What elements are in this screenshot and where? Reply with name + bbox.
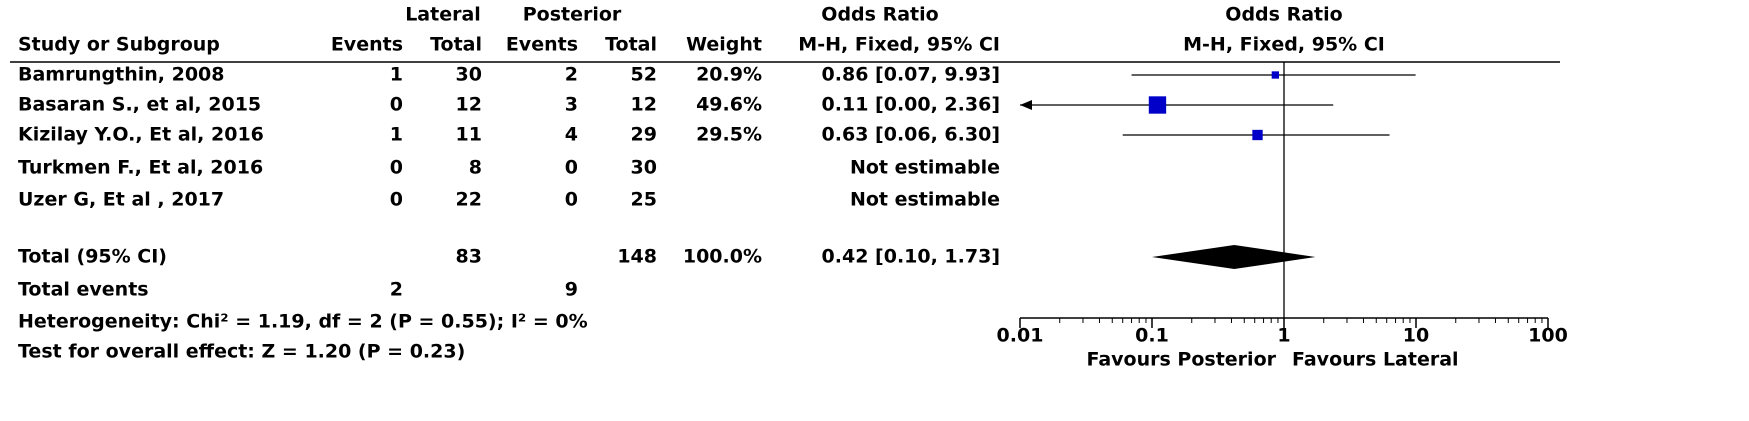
x-tick-label: 100 bbox=[1528, 325, 1568, 347]
study-name: Uzer G, Et al , 2017 bbox=[18, 189, 224, 211]
cell: 11 bbox=[456, 124, 482, 146]
x-tick-label: 0.01 bbox=[997, 325, 1044, 347]
header: Total bbox=[605, 34, 657, 56]
cell: 9 bbox=[565, 279, 578, 301]
cell: 0 bbox=[565, 157, 578, 179]
cell: 0 bbox=[390, 94, 403, 116]
cell: 30 bbox=[631, 157, 657, 179]
study-name: Basaran S., et al, 2015 bbox=[18, 94, 261, 116]
header: Events bbox=[506, 34, 578, 56]
cell: 2 bbox=[390, 279, 403, 301]
cell: 49.6% bbox=[696, 94, 762, 116]
header: M-H, Fixed, 95% CI bbox=[798, 34, 1000, 56]
study-square bbox=[1271, 71, 1280, 79]
cell: 1 bbox=[390, 64, 403, 86]
total-name: Total (95% CI) bbox=[18, 246, 167, 268]
cell: 83 bbox=[456, 246, 482, 268]
heterogeneity: Heterogeneity: Chi² = 1.19, df = 2 (P = … bbox=[18, 311, 588, 333]
total-events-name: Total events bbox=[18, 279, 149, 301]
header: M-H, Fixed, 95% CI bbox=[1183, 34, 1385, 56]
header-group: Odds Ratio bbox=[821, 4, 938, 26]
cell: 4 bbox=[565, 124, 578, 146]
study-name: Turkmen F., Et al, 2016 bbox=[18, 157, 263, 179]
cell: 25 bbox=[631, 189, 657, 211]
cell: Not estimable bbox=[850, 189, 1000, 211]
x-tick-label: 0.1 bbox=[1135, 325, 1169, 347]
cell: 0.11 [0.00, 2.36] bbox=[822, 94, 1000, 116]
x-tick-label: 10 bbox=[1403, 325, 1429, 347]
ci-arrow bbox=[1020, 100, 1032, 110]
cell: 12 bbox=[631, 94, 657, 116]
cell: 0.63 [0.06, 6.30] bbox=[822, 124, 1000, 146]
overall-effect: Test for overall effect: Z = 1.20 (P = 0… bbox=[18, 341, 465, 363]
study-square bbox=[1252, 129, 1263, 141]
study-name: Bamrungthin, 2008 bbox=[18, 64, 225, 86]
header: Total bbox=[430, 34, 482, 56]
cell: 0 bbox=[390, 157, 403, 179]
cell: 30 bbox=[456, 64, 482, 86]
header-group: Posterior bbox=[523, 4, 622, 26]
header-group: Lateral bbox=[405, 4, 481, 26]
header: Events bbox=[331, 34, 403, 56]
study-name: Kizilay Y.O., Et al, 2016 bbox=[18, 124, 264, 146]
cell: 2 bbox=[565, 64, 578, 86]
header: Weight bbox=[686, 34, 762, 56]
cell: 0.42 [0.10, 1.73] bbox=[822, 246, 1000, 268]
cell: 52 bbox=[631, 64, 657, 86]
cell: 29 bbox=[631, 124, 657, 146]
cell: 8 bbox=[469, 157, 482, 179]
cell: 100.0% bbox=[683, 246, 762, 268]
cell: 0 bbox=[390, 189, 403, 211]
cell: 1 bbox=[390, 124, 403, 146]
cell: 0 bbox=[565, 189, 578, 211]
study-square bbox=[1148, 96, 1167, 114]
total-diamond bbox=[1152, 245, 1316, 269]
cell: Not estimable bbox=[850, 157, 1000, 179]
cell: 148 bbox=[617, 246, 657, 268]
cell: 12 bbox=[456, 94, 482, 116]
x-tick-label: 1 bbox=[1277, 325, 1290, 347]
cell: 20.9% bbox=[696, 64, 762, 86]
cell: 0.86 [0.07, 9.93] bbox=[822, 64, 1000, 86]
cell: 3 bbox=[565, 94, 578, 116]
header: Study or Subgroup bbox=[18, 34, 220, 56]
cell: 22 bbox=[456, 189, 482, 211]
cell: 29.5% bbox=[696, 124, 762, 146]
x-label: Favours Lateral bbox=[1292, 349, 1459, 371]
x-label: Favours Posterior bbox=[1086, 349, 1276, 371]
header-group: Odds Ratio bbox=[1225, 4, 1342, 26]
